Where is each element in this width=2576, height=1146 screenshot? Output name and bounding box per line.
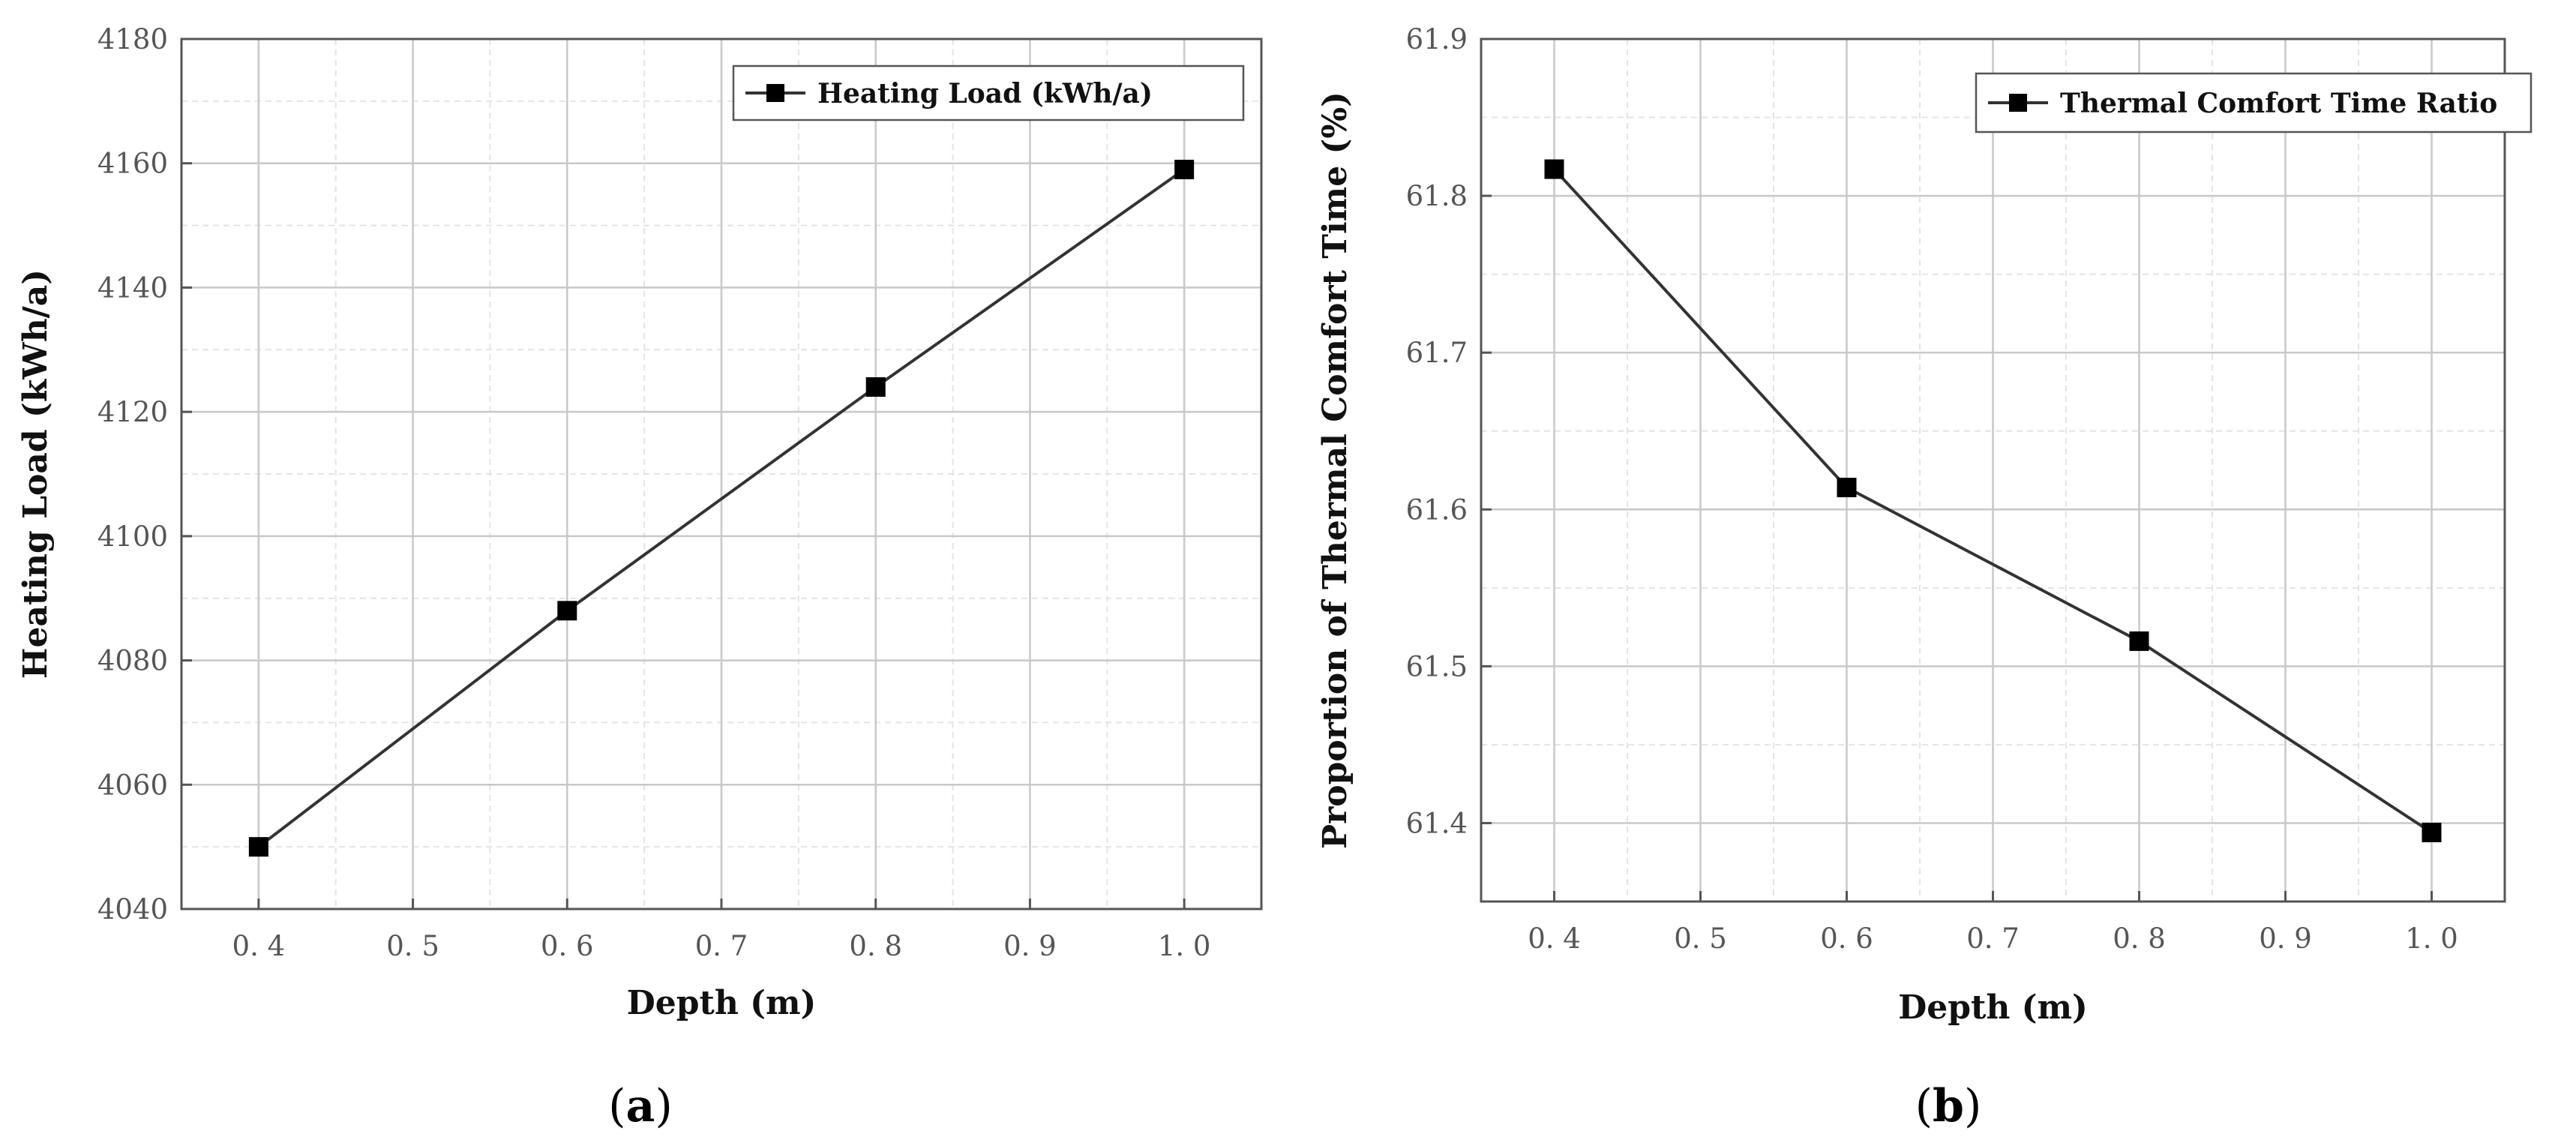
data-point-marker xyxy=(1837,478,1857,497)
x-tick-label: 0. 4 xyxy=(1528,922,1581,955)
x-tick-label: 0. 4 xyxy=(232,930,286,962)
panel-label-letter: b xyxy=(1933,1080,1964,1132)
y-tick-label: 61.4 xyxy=(1406,807,1468,839)
y-tick-label: 61.6 xyxy=(1406,494,1468,526)
y-tick-label: 4060 xyxy=(97,769,168,801)
x-tick-label: 0. 5 xyxy=(1674,922,1727,955)
y-axis-title: Proportion of Thermal Comfort Time (%) xyxy=(1316,92,1354,849)
legend-label: Heating Load (kWh/a) xyxy=(817,78,1153,110)
x-tick-label: 1. 0 xyxy=(1158,930,1211,962)
x-tick-label: 0. 9 xyxy=(1003,930,1057,962)
legend-marker xyxy=(2009,94,2027,112)
chart-panel-b: 0. 4 0. 5 0. 6 0. 7 0. 8 0. 9 1. 0 61.4 61.5 61.6… xyxy=(1316,23,2533,1132)
x-tick-label: 0. 6 xyxy=(541,930,594,962)
x-axis-title: Depth (m) xyxy=(627,984,817,1022)
y-tick-label: 4100 xyxy=(97,520,168,553)
x-tick-label: 0. 8 xyxy=(2113,922,2166,955)
y-tick-label: 61.9 xyxy=(1406,23,1468,56)
series-0 xyxy=(248,160,1195,857)
y-tick-label: 4040 xyxy=(97,893,168,926)
x-tick-label: 0. 7 xyxy=(695,930,748,962)
x-axis: 0. 4 0. 5 0. 6 0. 7 0. 8 0. 9 1. 0 xyxy=(232,898,1211,962)
data-point-marker xyxy=(2129,631,2149,651)
panel-label-open: ( xyxy=(1915,1080,1933,1132)
x-tick-label: 0. 7 xyxy=(1966,922,2020,955)
panel-label-open: ( xyxy=(608,1080,625,1132)
x-axis-title: Depth (m) xyxy=(1898,988,2088,1027)
y-tick-label: 61.8 xyxy=(1406,180,1468,212)
grid xyxy=(1481,38,2505,902)
y-axis-title: Heating Load (kWh/a) xyxy=(16,269,55,679)
y-tick-label: 4140 xyxy=(97,272,168,304)
x-tick-label: 0. 9 xyxy=(2259,922,2312,955)
y-tick-label: 4120 xyxy=(97,396,168,428)
x-axis: 0. 4 0. 5 0. 6 0. 7 0. 8 0. 9 1. 0 xyxy=(1528,891,2458,955)
data-point-marker xyxy=(865,377,886,397)
panel-label-close: ) xyxy=(655,1080,672,1132)
series-line xyxy=(257,168,1186,848)
grid xyxy=(181,38,1261,910)
y-tick-label: 4180 xyxy=(97,23,168,56)
series-0 xyxy=(1544,159,2442,842)
data-point-marker xyxy=(557,601,577,621)
y-tick-label: 61.7 xyxy=(1406,337,1468,369)
legend: Thermal Comfort Time Ratio xyxy=(1975,72,2533,134)
panel-label: (b) xyxy=(1915,1080,1982,1132)
y-tick-label: 4080 xyxy=(97,645,168,677)
legend-box xyxy=(1975,72,2533,134)
y-axis: 4040 4060 4080 4100 4120 4140 4160 4180 xyxy=(97,23,192,926)
x-tick-label: 0. 8 xyxy=(849,930,902,962)
data-point-marker xyxy=(248,837,268,857)
x-tick-label: 0. 5 xyxy=(386,930,439,962)
data-point-marker xyxy=(1544,159,1564,179)
data-point-marker xyxy=(1174,160,1195,179)
chart-panel-a: 0. 4 0. 5 0. 6 0. 7 0. 8 0. 9 1. 0 4040 4060 4080… xyxy=(16,23,1263,1132)
legend-box xyxy=(732,64,1245,122)
legend-label: Thermal Comfort Time Ratio xyxy=(2060,88,2497,119)
legend-marker xyxy=(766,84,784,102)
x-tick-label: 1. 0 xyxy=(2405,922,2458,955)
y-tick-label: 4160 xyxy=(97,148,168,180)
data-point-marker xyxy=(2422,823,2442,842)
panel-label: (a) xyxy=(608,1080,673,1132)
series-line xyxy=(1553,168,2433,834)
panel-label-close: ) xyxy=(1964,1080,1981,1132)
y-axis: 61.4 61.5 61.6 61.7 61.8 61.9 xyxy=(1406,23,1492,839)
panel-label-letter: a xyxy=(626,1080,655,1132)
legend: Heating Load (kWh/a) xyxy=(732,64,1245,122)
y-tick-label: 61.5 xyxy=(1406,650,1468,682)
x-tick-label: 0. 6 xyxy=(1820,922,1873,955)
